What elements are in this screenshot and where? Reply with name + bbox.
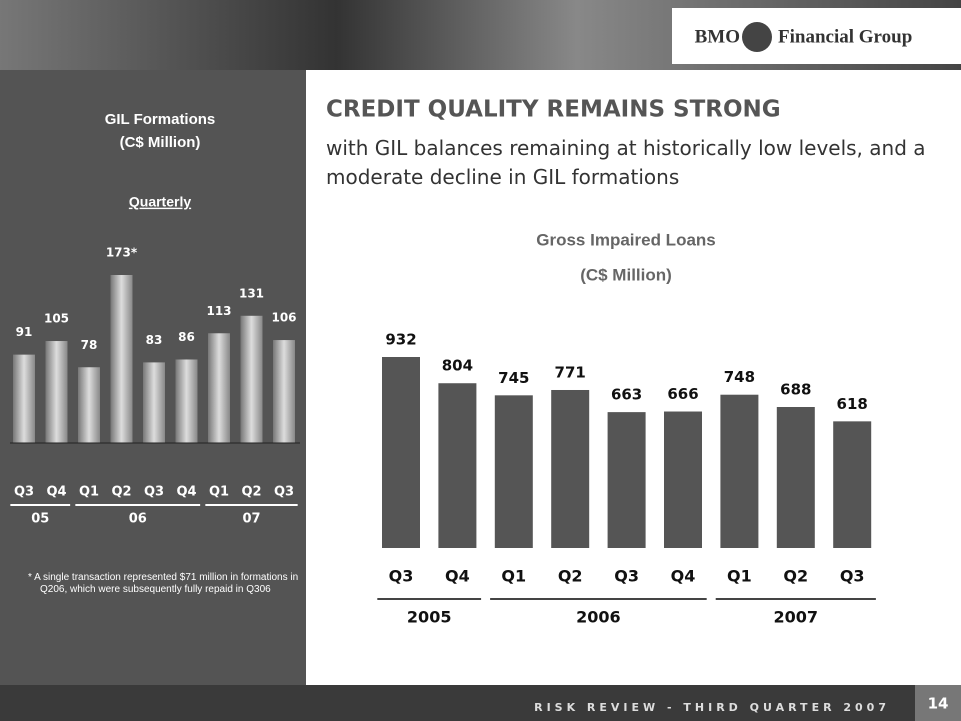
- value-label: 666: [667, 385, 698, 403]
- bar: [13, 354, 35, 443]
- bar: [551, 389, 590, 548]
- x-tick-label: Q4: [445, 567, 470, 586]
- group-label: 2006: [576, 608, 621, 627]
- bar: [78, 367, 100, 443]
- bar: [833, 421, 872, 548]
- x-tick-label: Q3: [614, 567, 639, 586]
- bar: [720, 394, 759, 548]
- group-label: 05: [31, 512, 49, 527]
- group-label: 07: [242, 512, 260, 527]
- subtitle: with GIL balances remaining at historica…: [326, 136, 926, 189]
- brand-group: Financial Group: [778, 26, 912, 47]
- value-label: 663: [611, 386, 642, 404]
- x-tick-label: Q1: [209, 485, 229, 500]
- x-tick-label: Q3: [14, 485, 34, 500]
- value-label: 932: [385, 331, 416, 349]
- value-label: 78: [81, 338, 98, 352]
- x-tick-label: Q2: [111, 485, 131, 500]
- x-tick-label: Q1: [501, 567, 526, 586]
- bar: [240, 315, 263, 443]
- value-label: 83: [146, 333, 163, 347]
- value-label: 173*: [106, 246, 138, 260]
- slide-title: CREDIT QUALITY REMAINS STRONG: [326, 97, 781, 123]
- bar: [110, 275, 133, 443]
- chart-period: Quarterly: [129, 194, 191, 210]
- x-tick-label: Q4: [46, 485, 66, 500]
- footer-bar: [0, 685, 961, 721]
- value-label: 618: [837, 395, 868, 413]
- logo-icon: [742, 22, 772, 52]
- bar: [776, 407, 815, 548]
- value-label: 688: [780, 381, 811, 399]
- value-label: 771: [555, 363, 586, 381]
- value-label: 748: [724, 368, 755, 386]
- value-label: 804: [442, 357, 473, 375]
- bar: [382, 357, 420, 548]
- footnote: * A single transaction represented $71 m…: [28, 572, 299, 595]
- bar: [664, 411, 702, 548]
- group-label: 2007: [774, 608, 819, 627]
- x-tick-label: Q3: [144, 485, 164, 500]
- x-tick-label: Q1: [727, 567, 752, 586]
- x-tick-label: Q1: [79, 485, 99, 500]
- bar: [273, 340, 295, 443]
- x-tick-label: Q3: [274, 485, 294, 500]
- page-box: [915, 685, 961, 721]
- footer: RISK REVIEW - THIRD QUARTER 2007: [534, 701, 890, 714]
- x-tick-label: Q2: [783, 567, 808, 586]
- bar: [494, 395, 533, 548]
- x-tick-label: Q4: [671, 567, 696, 586]
- group-label: 2005: [407, 608, 452, 627]
- bar: [45, 341, 68, 443]
- brand: BMO: [695, 26, 740, 47]
- x-tick-label: Q2: [558, 567, 583, 586]
- value-label: 131: [239, 286, 264, 300]
- chart-title: GIL Formations: [105, 111, 216, 128]
- value-label: 105: [44, 312, 69, 326]
- group-label: 06: [129, 512, 147, 527]
- value-label: 745: [498, 369, 529, 387]
- page-number: 14: [928, 695, 949, 713]
- bar: [143, 362, 165, 443]
- logo-box: [672, 8, 961, 64]
- x-tick-label: Q3: [840, 567, 865, 586]
- value-label: 106: [271, 311, 296, 325]
- x-tick-label: Q3: [389, 567, 414, 586]
- bar: [175, 359, 198, 443]
- value-label: 86: [178, 330, 195, 344]
- x-tick-label: Q2: [241, 485, 261, 500]
- value-label: 91: [16, 325, 33, 339]
- x-tick-label: Q4: [176, 485, 196, 500]
- chart-title: Gross Impaired Loans: [536, 230, 716, 249]
- bar: [208, 333, 230, 443]
- value-label: 113: [206, 304, 231, 318]
- chart-subtitle: (C$ Million): [580, 265, 672, 284]
- chart-subtitle: (C$ Million): [120, 134, 201, 151]
- bar: [607, 412, 646, 548]
- bar: [438, 383, 477, 548]
